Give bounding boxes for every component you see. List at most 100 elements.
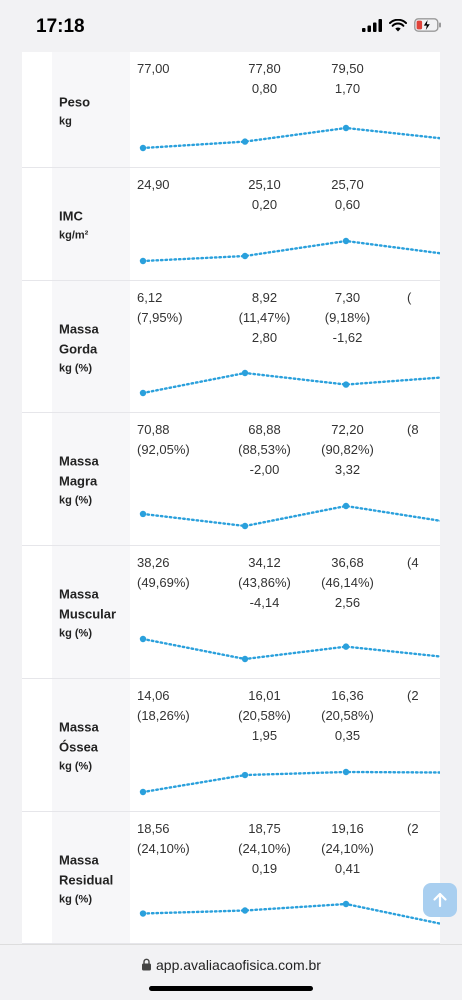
- metric-value-cell: 6,12 (7,95%): [137, 290, 183, 325]
- metric-unit: kg (%): [59, 362, 92, 374]
- arrow-up-icon: [433, 892, 447, 908]
- row-label-cell: Massa Muscular kg (%): [52, 546, 130, 678]
- table-row: Massa Muscular kg (%) 38,26 (49,69%) 34,12 …: [22, 546, 440, 679]
- metric-value-cell: 14,06 (18,26%): [137, 688, 190, 723]
- metric-unit: kg: [59, 115, 72, 127]
- table-row: IMC kg/m² 24,90 25,10 0,20 25,70 0,60: [22, 168, 440, 281]
- status-bar: 17:18: [0, 0, 462, 52]
- trend-point: [342, 643, 350, 650]
- table-row: Massa Residual kg (%) 18,56 (24,10%) 18,75 …: [22, 812, 440, 944]
- trend-chart: [139, 124, 440, 152]
- trend-chart: [139, 900, 440, 925]
- metric-value-cell: 16,01 (20,58%) 1,95: [238, 688, 291, 743]
- metric-unit: kg (%): [59, 494, 92, 507]
- row-label-cell: Massa Magra kg (%): [52, 413, 130, 545]
- row-label: Peso kg: [59, 92, 129, 127]
- metric-value-cell: (2: [407, 688, 419, 703]
- metric-value-cell: 19,16 (24,10%) 0,41: [321, 821, 374, 876]
- table-row: Massa Óssea kg (%) 14,06 (18,26%) 16,01 (20…: [22, 679, 440, 812]
- metric-name: Massa Magra: [59, 453, 99, 489]
- metric-value-cell: 24,90: [137, 177, 170, 192]
- url-text: app.avaliacaofisica.com.br: [156, 957, 321, 973]
- scroll-to-top-button[interactable]: [423, 883, 457, 917]
- trend-line: [141, 770, 440, 794]
- status-time: 17:18: [36, 16, 85, 37]
- metric-value-cell: (8: [407, 422, 419, 437]
- metric-value-cell: 38,26 (49,69%): [137, 555, 190, 590]
- table-row: Massa Gorda kg (%) 6,12 (7,95%) 8,92 (11,47…: [22, 281, 440, 413]
- metric-unit: kg (%): [59, 893, 92, 905]
- row-label: IMC kg/m²: [59, 207, 129, 242]
- trend-point: [342, 237, 350, 245]
- row-label-cell: Massa Gorda kg (%): [52, 281, 130, 412]
- metric-value-cell: 16,36 (20,58%) 0,35: [321, 688, 374, 743]
- trend-point: [139, 788, 147, 796]
- trend-point: [139, 144, 147, 152]
- metric-unit: kg (%): [59, 760, 92, 773]
- trend-point: [241, 252, 249, 260]
- trend-line: [141, 637, 440, 661]
- wifi-icon: [389, 18, 407, 31]
- trend-point: [241, 771, 249, 779]
- trend-point: [139, 257, 147, 265]
- metric-value-cell: 77,80 0,80: [248, 61, 281, 96]
- metric-value-cell: 72,20 (90,82%) 3,32: [321, 422, 374, 477]
- browser-address-bar[interactable]: app.avaliacaofisica.com.br: [0, 944, 462, 1000]
- row-label-cell: Massa Óssea kg (%): [52, 679, 130, 811]
- trend-point: [241, 369, 249, 377]
- evolution-table[interactable]: Peso kg 77,00 77,80 0,80 79,50 1,70 IMC kg/m² 2…: [22, 52, 440, 944]
- metric-value-cell: 25,70 0,60: [331, 177, 364, 212]
- status-icons: [362, 18, 442, 32]
- metric-value-cell: 70,88 (92,05%): [137, 422, 190, 457]
- trend-point: [139, 510, 147, 518]
- metric-value-cell: 25,10 0,20: [248, 177, 281, 212]
- metric-value-cell: 77,00: [137, 61, 170, 76]
- trend-point: [342, 768, 350, 776]
- row-label: Massa Muscular kg (%): [59, 585, 129, 640]
- metric-value-cell: 8,92 (11,47%) 2,80: [238, 290, 291, 345]
- trend-chart: [139, 635, 440, 663]
- metric-value-cell: 18,56 (24,10%): [137, 821, 190, 856]
- signal-icon: [362, 18, 382, 32]
- trend-point: [342, 900, 350, 908]
- metric-value-cell: 79,50 1,70: [331, 61, 364, 96]
- metric-name: Massa Gorda: [59, 321, 99, 356]
- trend-chart: [139, 369, 440, 397]
- row-label: Massa Residual kg (%): [59, 850, 129, 905]
- lock-icon: [142, 958, 151, 971]
- trend-point: [342, 502, 350, 510]
- metric-name: Massa Residual: [59, 852, 114, 887]
- trend-point: [241, 138, 249, 145]
- row-label: Massa Óssea kg (%): [59, 718, 129, 773]
- trend-point: [241, 522, 249, 530]
- metric-value-cell: 68,88 (88,53%) -2,00: [238, 422, 291, 477]
- trend-chart: [139, 502, 440, 530]
- home-indicator: [149, 986, 313, 991]
- row-label-cell: Peso kg: [52, 52, 130, 167]
- trend-point: [139, 635, 147, 643]
- row-label-cell: IMC kg/m²: [52, 168, 130, 280]
- table-row: Massa Magra kg (%) 70,88 (92,05%) 68,88 (88…: [22, 413, 440, 546]
- metric-value-cell: 7,30 (9,18%) -1,62: [324, 290, 371, 345]
- metric-value-cell: (: [407, 290, 412, 305]
- trend-chart: [139, 237, 440, 265]
- metric-name: Peso: [59, 94, 91, 109]
- address-url[interactable]: app.avaliacaofisica.com.br: [0, 957, 462, 973]
- table-row: Peso kg 77,00 77,80 0,80 79,50 1,70: [22, 52, 440, 168]
- metric-unit: kg (%): [59, 627, 92, 640]
- row-label: Massa Magra kg (%): [59, 452, 129, 507]
- trend-point: [342, 381, 350, 388]
- trend-line: [141, 126, 440, 150]
- row-label-cell: Massa Residual kg (%): [52, 812, 130, 943]
- metric-unit: kg/m²: [59, 229, 89, 242]
- metric-name: Massa Óssea: [59, 719, 99, 755]
- metric-name: IMC: [59, 208, 83, 224]
- row-label: Massa Gorda kg (%): [59, 319, 129, 374]
- trend-point: [342, 124, 350, 132]
- trend-point: [241, 655, 249, 663]
- metric-value-cell: 36,68 (46,14%) 2,56: [321, 555, 374, 610]
- trend-point: [241, 907, 249, 914]
- trend-point: [139, 910, 147, 917]
- trend-point: [139, 389, 147, 397]
- metric-value-cell: (4: [407, 555, 419, 570]
